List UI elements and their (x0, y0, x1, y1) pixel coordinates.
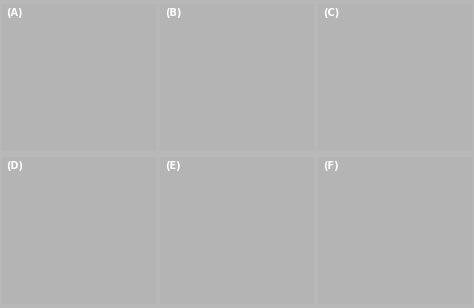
Text: (E): (E) (165, 161, 181, 172)
Text: (B): (B) (165, 8, 181, 18)
Text: (A): (A) (7, 8, 23, 18)
Text: (F): (F) (323, 161, 338, 172)
Text: (D): (D) (7, 161, 24, 172)
Text: (C): (C) (323, 8, 339, 18)
